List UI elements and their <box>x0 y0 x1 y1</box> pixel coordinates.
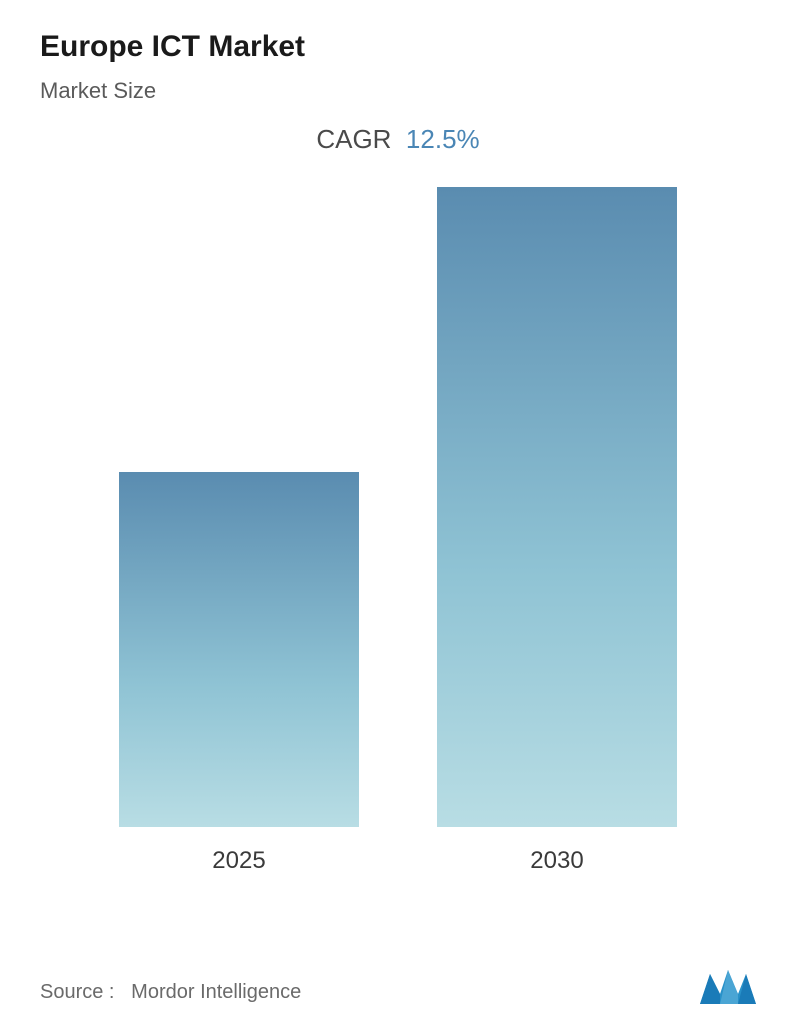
chart-area: 2025 2030 <box>40 195 756 875</box>
bar-group-2030: 2030 <box>427 187 687 875</box>
bar-label-2025: 2025 <box>212 847 265 875</box>
bar-group-2025: 2025 <box>109 472 369 875</box>
footer: Source : Mordor Intelligence <box>40 966 756 1004</box>
bar-2025 <box>119 472 359 827</box>
source-text: Source : Mordor Intelligence <box>40 981 301 1004</box>
mordor-logo-icon <box>700 966 756 1004</box>
chart-title: Europe ICT Market <box>40 30 756 64</box>
source-name: Mordor Intelligence <box>131 981 301 1003</box>
source-label: Source : <box>40 981 114 1003</box>
bars-container: 2025 2030 <box>80 235 716 875</box>
chart-subtitle: Market Size <box>40 78 756 104</box>
cagr-row: CAGR 12.5% <box>40 124 756 155</box>
cagr-value: 12.5% <box>406 124 480 154</box>
bar-label-2030: 2030 <box>530 847 583 875</box>
cagr-label: CAGR <box>316 124 391 154</box>
bar-2030 <box>437 187 677 827</box>
